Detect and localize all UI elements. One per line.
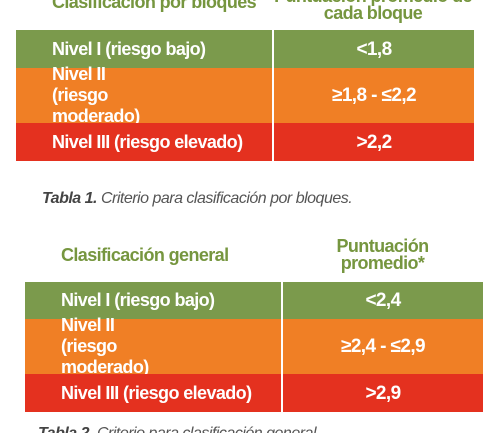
caption-label: Tabla 2. [38,425,93,433]
table-header: Clasificación por bloques [52,0,257,12]
score-cell: <1,8 [274,30,474,68]
level-cell: Nivel II (riesgo moderado) [16,64,274,126]
score-cell: ≥2,4 - ≤2,9 [283,319,483,374]
caption-label: Tabla 1. [42,190,97,207]
score-cell: ≥1,8 - ≤2,2 [274,68,474,123]
level-cell: Nivel III (riesgo elevado) [25,374,283,412]
level-cell: Nivel I (riesgo bajo) [16,30,274,68]
table-header: Puntuación promedio* [336,236,430,273]
table-caption: Tabla 1. Criterio para clasificación por… [42,190,353,208]
level-cell: Nivel I (riesgo bajo) [25,282,283,319]
score-cell: <2,4 [283,282,483,319]
score-cell: >2,2 [274,123,474,161]
level-cell: Nivel III (riesgo elevado) [16,123,274,161]
caption-text: Criterio para clasificación por bloques. [100,190,353,207]
level-cell: Nivel II (riesgo moderado) [25,315,283,377]
table-header: Clasificación general [61,245,229,265]
caption-text: Criterio para clasificación general. [97,425,321,433]
score-cell: >2,9 [283,374,483,412]
table-header: Puntuación promedio de cada bloque [274,0,472,23]
table-caption: Tabla 2. Criterio para clasificación gen… [38,425,320,433]
